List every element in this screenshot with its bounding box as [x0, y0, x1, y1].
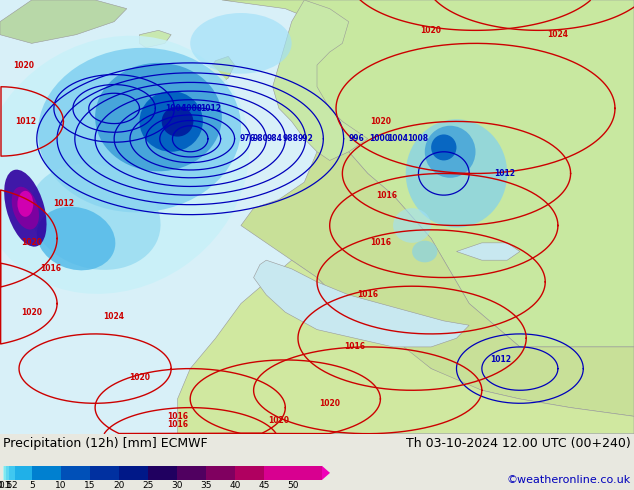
Bar	[119, 466, 148, 480]
Text: 984: 984	[266, 134, 282, 143]
Bar	[9, 466, 15, 480]
Text: 1016: 1016	[167, 420, 188, 429]
Polygon shape	[322, 466, 330, 480]
Ellipse shape	[4, 170, 46, 246]
Text: 1004: 1004	[165, 104, 186, 113]
Bar	[148, 466, 177, 480]
Text: 1016: 1016	[40, 265, 61, 273]
Text: 1020: 1020	[13, 61, 34, 70]
Ellipse shape	[0, 36, 249, 294]
Ellipse shape	[95, 63, 222, 172]
Ellipse shape	[11, 187, 39, 229]
Text: 1012: 1012	[490, 355, 512, 365]
Text: Th 03-10-2024 12.00 UTC (00+240): Th 03-10-2024 12.00 UTC (00+240)	[406, 437, 631, 450]
Polygon shape	[254, 260, 469, 347]
Text: 50: 50	[287, 481, 299, 490]
Bar	[235, 466, 264, 480]
Text: ©weatheronline.co.uk: ©weatheronline.co.uk	[507, 475, 631, 485]
Polygon shape	[178, 260, 634, 434]
Bar	[32, 466, 61, 480]
Text: Precipitation (12h) [mm] ECMWF: Precipitation (12h) [mm] ECMWF	[3, 437, 207, 450]
Text: 1020: 1020	[268, 416, 290, 425]
Text: 1016: 1016	[357, 291, 378, 299]
Text: 40: 40	[230, 481, 241, 490]
Ellipse shape	[406, 119, 507, 228]
Text: 992: 992	[298, 134, 314, 143]
Text: 30: 30	[171, 481, 183, 490]
Text: 2: 2	[12, 481, 17, 490]
Ellipse shape	[162, 106, 193, 137]
Text: 15: 15	[84, 481, 96, 490]
Text: 976: 976	[240, 134, 256, 143]
Polygon shape	[190, 65, 203, 78]
Bar	[293, 466, 322, 480]
Text: 1016: 1016	[344, 343, 366, 351]
Polygon shape	[209, 56, 235, 87]
Polygon shape	[139, 30, 171, 48]
Text: 1020: 1020	[420, 26, 442, 35]
Bar	[15, 466, 32, 480]
Bar	[206, 466, 235, 480]
Bar	[4, 466, 6, 480]
Bar	[90, 466, 119, 480]
Polygon shape	[0, 0, 127, 44]
Text: 1004: 1004	[387, 134, 408, 143]
Ellipse shape	[17, 191, 33, 217]
Text: 1008: 1008	[407, 134, 428, 143]
Ellipse shape	[139, 91, 203, 152]
Text: 1024: 1024	[103, 312, 125, 321]
Text: 1020: 1020	[319, 399, 340, 408]
Bar	[264, 466, 293, 480]
Ellipse shape	[30, 164, 160, 270]
Text: 0.1: 0.1	[0, 481, 11, 490]
Ellipse shape	[37, 207, 115, 270]
Text: 1016: 1016	[167, 412, 188, 421]
Text: 35: 35	[200, 481, 212, 490]
Text: 45: 45	[258, 481, 269, 490]
Text: 1008: 1008	[181, 104, 202, 113]
Text: 1016: 1016	[370, 238, 391, 247]
Polygon shape	[273, 0, 368, 160]
Polygon shape	[222, 0, 634, 347]
Text: 1012: 1012	[200, 104, 221, 113]
Polygon shape	[456, 243, 520, 260]
Text: 25: 25	[142, 481, 153, 490]
Text: 1012: 1012	[53, 199, 74, 208]
Ellipse shape	[431, 134, 456, 160]
Text: 1024: 1024	[547, 30, 569, 39]
Text: 1020: 1020	[129, 373, 150, 382]
Text: 20: 20	[113, 481, 125, 490]
Text: 980: 980	[252, 134, 268, 143]
Text: 10: 10	[55, 481, 67, 490]
Ellipse shape	[425, 126, 476, 178]
Text: 1012: 1012	[495, 169, 515, 178]
Text: 1: 1	[6, 481, 11, 490]
Text: 1020: 1020	[370, 117, 391, 126]
Text: 988: 988	[282, 134, 298, 143]
Bar	[61, 466, 90, 480]
Ellipse shape	[38, 48, 241, 212]
Bar	[177, 466, 206, 480]
Text: 5: 5	[29, 481, 35, 490]
Text: 1000: 1000	[369, 134, 390, 143]
Ellipse shape	[412, 241, 437, 262]
Ellipse shape	[190, 13, 292, 74]
Bar	[6, 466, 9, 480]
Polygon shape	[241, 130, 634, 416]
Ellipse shape	[393, 208, 431, 243]
Text: 1016: 1016	[376, 191, 398, 199]
Text: 1020: 1020	[21, 238, 42, 247]
Text: 1020: 1020	[21, 308, 42, 317]
Text: 1012: 1012	[15, 117, 36, 126]
Text: 0.5: 0.5	[0, 481, 13, 490]
Text: 996: 996	[349, 134, 365, 143]
